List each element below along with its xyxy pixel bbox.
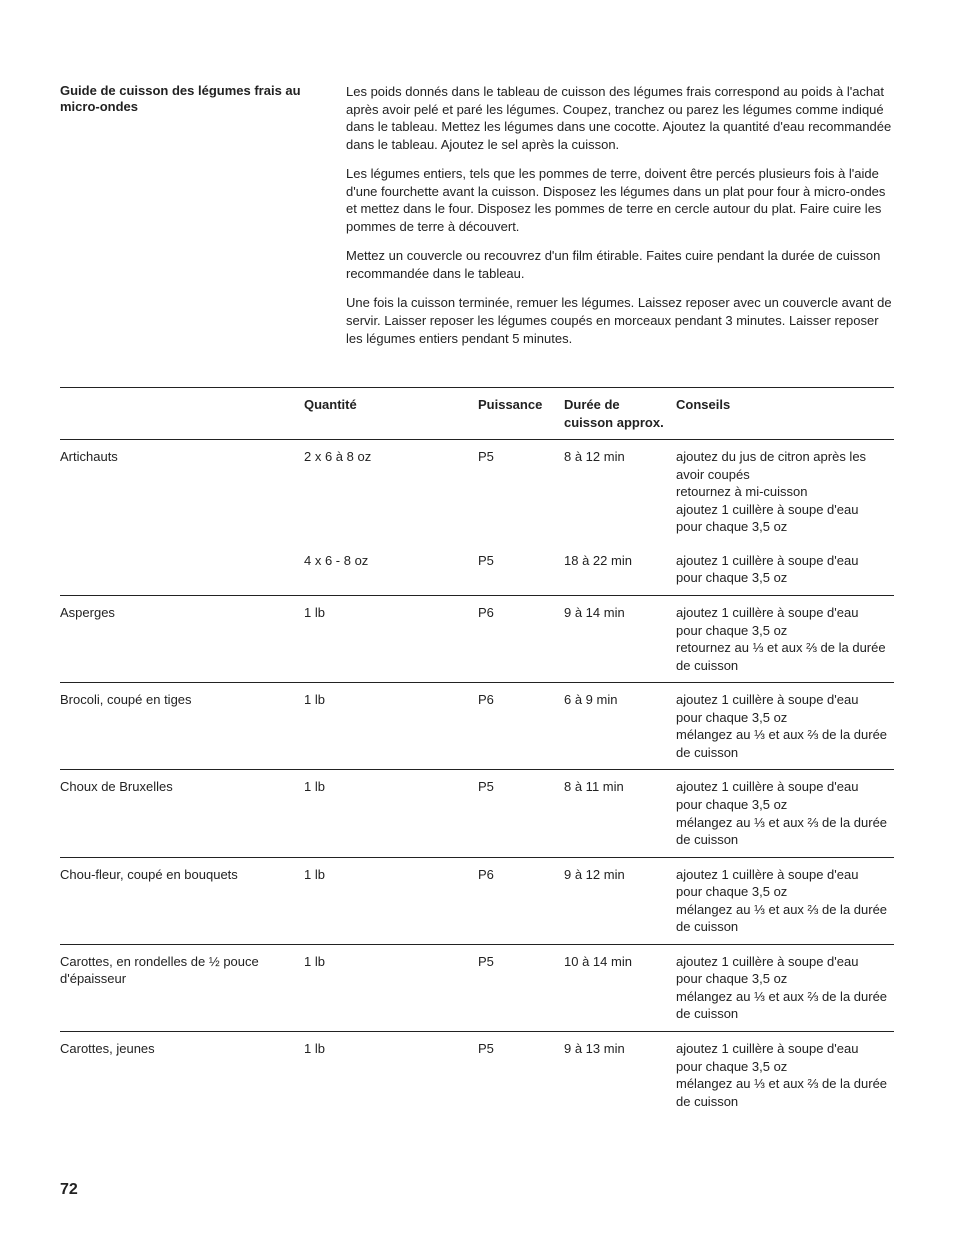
section-heading-column: Guide de cuisson des légumes frais au mi… — [60, 83, 346, 359]
header-time: Durée de cuisson approx. — [564, 388, 676, 440]
cell-qty: 1 lb — [304, 1031, 478, 1118]
tip-line: ajoutez 1 cuillère à soupe d'eau pour ch… — [676, 604, 888, 639]
intro-paragraph: Une fois la cuisson terminée, remuer les… — [346, 294, 894, 347]
cell-qty: 1 lb — [304, 944, 478, 1031]
cell-time: 10 à 14 min — [564, 944, 676, 1031]
intro-paragraph: Les légumes entiers, tels que les pommes… — [346, 165, 894, 235]
cell-power: P5 — [478, 1031, 564, 1118]
cell-power: P5 — [478, 944, 564, 1031]
manual-page: Guide de cuisson des légumes frais au mi… — [0, 0, 954, 1235]
cell-power: P5 — [478, 440, 564, 544]
table-row: 4 x 6 - 8 ozP518 à 22 minajoutez 1 cuill… — [60, 544, 894, 596]
intro-paragraphs: Les poids donnés dans le tableau de cuis… — [346, 83, 894, 359]
cell-time: 9 à 13 min — [564, 1031, 676, 1118]
tip-line: mélangez au ⅓ et aux ⅔ de la durée de cu… — [676, 988, 888, 1023]
cell-time: 9 à 14 min — [564, 596, 676, 683]
cooking-table: Quantité Puissance Durée de cuisson appr… — [60, 387, 894, 1118]
cell-time: 8 à 12 min — [564, 440, 676, 544]
cell-time: 8 à 11 min — [564, 770, 676, 857]
tip-line: ajoutez 1 cuillère à soupe d'eau pour ch… — [676, 691, 888, 726]
table-row: Artichauts2 x 6 à 8 ozP58 à 12 minajoute… — [60, 440, 894, 544]
tip-line: mélangez au ⅓ et aux ⅔ de la durée de cu… — [676, 1075, 888, 1110]
cell-power: P6 — [478, 857, 564, 944]
tip-line: ajoutez du jus de citron après les avoir… — [676, 448, 888, 483]
intro-paragraph: Mettez un couvercle ou recouvrez d'un fi… — [346, 247, 894, 282]
cell-power: P6 — [478, 596, 564, 683]
header-tips: Conseils — [676, 388, 894, 440]
cell-qty: 1 lb — [304, 857, 478, 944]
tip-line: mélangez au ⅓ et aux ⅔ de la durée de cu… — [676, 901, 888, 936]
table-row: Asperges1 lbP69 à 14 minajoutez 1 cuillè… — [60, 596, 894, 683]
intro-paragraph: Les poids donnés dans le tableau de cuis… — [346, 83, 894, 153]
tip-line: ajoutez 1 cuillère à soupe d'eau pour ch… — [676, 953, 888, 988]
cell-food: Brocoli, coupé en tiges — [60, 683, 304, 770]
cell-power: P5 — [478, 770, 564, 857]
header-qty: Quantité — [304, 388, 478, 440]
cell-food: Choux de Bruxelles — [60, 770, 304, 857]
cell-power: P6 — [478, 683, 564, 770]
cell-food — [60, 544, 304, 596]
tip-line: retournez à mi-cuisson — [676, 483, 888, 501]
table-row: Carottes, jeunes1 lbP59 à 13 minajoutez … — [60, 1031, 894, 1118]
intro-block: Guide de cuisson des légumes frais au mi… — [60, 83, 894, 359]
cell-tips: ajoutez 1 cuillère à soupe d'eau pour ch… — [676, 1031, 894, 1118]
cell-qty: 4 x 6 - 8 oz — [304, 544, 478, 596]
page-number: 72 — [60, 1179, 78, 1201]
header-food — [60, 388, 304, 440]
cell-qty: 1 lb — [304, 770, 478, 857]
cell-tips: ajoutez 1 cuillère à soupe d'eau pour ch… — [676, 596, 894, 683]
cell-qty: 1 lb — [304, 596, 478, 683]
table-row: Brocoli, coupé en tiges1 lbP66 à 9 minaj… — [60, 683, 894, 770]
cell-food: Carottes, en rondelles de ½ pouce d'épai… — [60, 944, 304, 1031]
cell-tips: ajoutez 1 cuillère à soupe d'eau pour ch… — [676, 770, 894, 857]
tip-line: ajoutez 1 cuillère à soupe d'eau pour ch… — [676, 778, 888, 813]
table-body: Artichauts2 x 6 à 8 ozP58 à 12 minajoute… — [60, 440, 894, 1118]
tip-line: ajoutez 1 cuillère à soupe d'eau pour ch… — [676, 1040, 888, 1075]
cell-food: Carottes, jeunes — [60, 1031, 304, 1118]
table-row: Choux de Bruxelles1 lbP58 à 11 minajoute… — [60, 770, 894, 857]
tip-line: retournez au ⅓ et aux ⅔ de la durée de c… — [676, 639, 888, 674]
cell-time: 6 à 9 min — [564, 683, 676, 770]
cell-tips: ajoutez du jus de citron après les avoir… — [676, 440, 894, 544]
tip-line: ajoutez 1 cuillère à soupe d'eau pour ch… — [676, 552, 888, 587]
cell-tips: ajoutez 1 cuillère à soupe d'eau pour ch… — [676, 683, 894, 770]
table-header: Quantité Puissance Durée de cuisson appr… — [60, 388, 894, 440]
table-row: Chou-fleur, coupé en bouquets1 lbP69 à 1… — [60, 857, 894, 944]
tip-line: mélangez au ⅓ et aux ⅔ de la durée de cu… — [676, 726, 888, 761]
cell-power: P5 — [478, 544, 564, 596]
section-heading: Guide de cuisson des légumes frais au mi… — [60, 83, 334, 116]
cell-tips: ajoutez 1 cuillère à soupe d'eau pour ch… — [676, 944, 894, 1031]
header-power: Puissance — [478, 388, 564, 440]
cell-time: 9 à 12 min — [564, 857, 676, 944]
cell-qty: 1 lb — [304, 683, 478, 770]
tip-line: ajoutez 1 cuillère à soupe d'eau pour ch… — [676, 501, 888, 536]
cell-tips: ajoutez 1 cuillère à soupe d'eau pour ch… — [676, 857, 894, 944]
cell-tips: ajoutez 1 cuillère à soupe d'eau pour ch… — [676, 544, 894, 596]
tip-line: ajoutez 1 cuillère à soupe d'eau pour ch… — [676, 866, 888, 901]
cell-food: Chou-fleur, coupé en bouquets — [60, 857, 304, 944]
cell-food: Artichauts — [60, 440, 304, 544]
tip-line: mélangez au ⅓ et aux ⅔ de la durée de cu… — [676, 814, 888, 849]
cell-qty: 2 x 6 à 8 oz — [304, 440, 478, 544]
cell-food: Asperges — [60, 596, 304, 683]
cell-time: 18 à 22 min — [564, 544, 676, 596]
table-row: Carottes, en rondelles de ½ pouce d'épai… — [60, 944, 894, 1031]
